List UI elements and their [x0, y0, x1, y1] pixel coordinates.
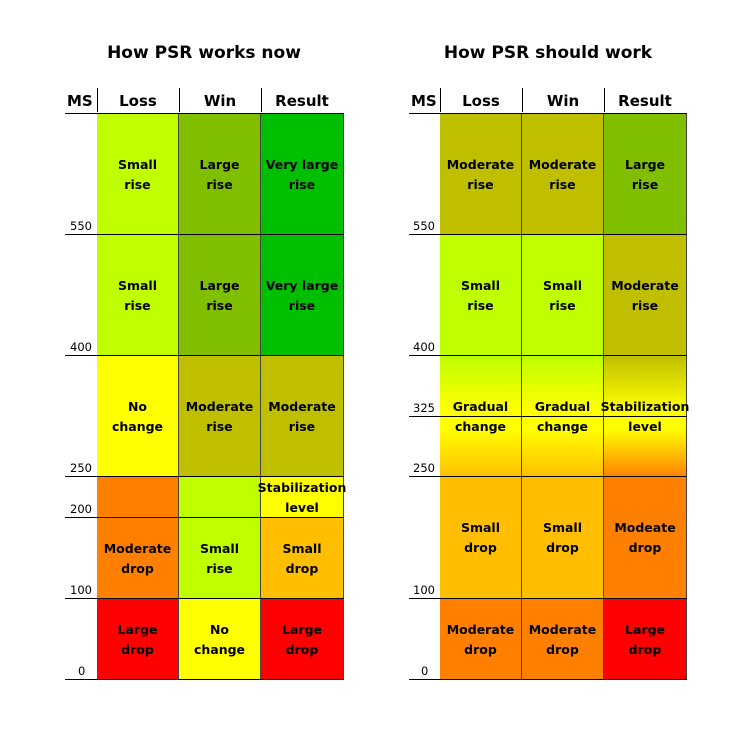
left-grid-line [65, 355, 344, 356]
right-title: How PSR should work [443, 43, 653, 63]
left-header-separator [261, 88, 262, 112]
left-cell-result-row4: Small drop [261, 518, 344, 599]
right-tick-100: 100 [413, 583, 435, 597]
right-tick-325: 325 [413, 401, 435, 415]
left-header-win: Win [203, 92, 237, 110]
left-title: How PSR works now [107, 43, 301, 63]
right-cell-loss-row5: Moderate drop [440, 599, 522, 680]
left-tick-100: 100 [70, 583, 92, 597]
left-grid-line [65, 598, 344, 599]
left-header-separator [97, 88, 98, 112]
left-tick-0: 0 [78, 664, 86, 678]
left-cell-result-row3: Moderate rise [261, 356, 344, 477]
right-grid-line [409, 355, 687, 356]
right-header-win: Win [546, 92, 580, 110]
right-cell-result-row2: Moderate rise [604, 235, 687, 356]
left-cell-result-row5: Large drop [261, 599, 344, 680]
right-header-loss: Loss [462, 92, 500, 110]
right-cell-result-row5: Large drop [604, 599, 687, 680]
left-cell-loss-row4: Moderate drop [97, 518, 179, 599]
right-header-separator [522, 88, 523, 112]
right-cell-result-row4: Modeate drop [604, 477, 687, 599]
right-cell-result-row1: Large rise [604, 114, 687, 235]
left-header-ms: MS [67, 92, 93, 110]
left-tick-400: 400 [70, 340, 92, 354]
right-cell-win-row5: Moderate drop [522, 599, 604, 680]
right-cell-win-row4: Small drop [522, 477, 604, 599]
left-cell-win-row4: Small rise [179, 518, 261, 599]
right-cell-win-row1: Moderate rise [522, 114, 604, 235]
left-header-loss: Loss [119, 92, 157, 110]
left-grid-line [65, 113, 344, 114]
left-cell-result-stabilization: Stabilization level [258, 477, 346, 518]
right-header-result: Result [618, 92, 672, 110]
left-cell-win-row3: Moderate rise [179, 356, 261, 477]
right-cell-loss-row1: Moderate rise [440, 114, 522, 235]
left-cell-loss-row2: Small rise [97, 235, 179, 356]
left-tick-200: 200 [70, 502, 92, 516]
right-cell-loss-row4: Small drop [440, 477, 522, 599]
right-cell-win-row2: Small rise [522, 235, 604, 356]
left-cell-loss-row1: Small rise [97, 114, 179, 235]
left-cell-loss-row4-top [97, 477, 179, 518]
left-cell-win-row1: Large rise [179, 114, 261, 235]
right-grid-line [409, 679, 687, 680]
right-tick-550: 550 [413, 219, 435, 233]
right-tick-400: 400 [413, 340, 435, 354]
left-grid-line [65, 679, 344, 680]
right-header-ms: MS [411, 92, 437, 110]
right-grid-line [409, 234, 687, 235]
left-cell-result-row1: Very large rise [261, 114, 344, 235]
left-cell-win-row4-top [179, 477, 261, 518]
right-tick-0: 0 [421, 664, 429, 678]
left-cell-win-row2: Large rise [179, 235, 261, 356]
left-cell-result-row2: Very large rise [261, 235, 344, 356]
left-grid-line [65, 234, 344, 235]
right-grid-line [409, 598, 687, 599]
left-tick-250: 250 [70, 461, 92, 475]
left-header-separator [179, 88, 180, 112]
left-tick-550: 550 [70, 219, 92, 233]
right-tick-250: 250 [413, 461, 435, 475]
right-grid-line [409, 476, 687, 477]
right-grid-line [409, 416, 687, 417]
right-cell-loss-row2: Small rise [440, 235, 522, 356]
right-header-separator [604, 88, 605, 112]
left-cell-loss-row3: No change [97, 356, 179, 477]
left-grid-line [65, 476, 344, 477]
left-header-result: Result [275, 92, 329, 110]
right-grid-line [409, 113, 687, 114]
right-header-separator [440, 88, 441, 112]
left-grid-line [65, 517, 344, 518]
left-cell-loss-row5: Large drop [97, 599, 179, 680]
left-cell-win-row5: No change [179, 599, 261, 680]
